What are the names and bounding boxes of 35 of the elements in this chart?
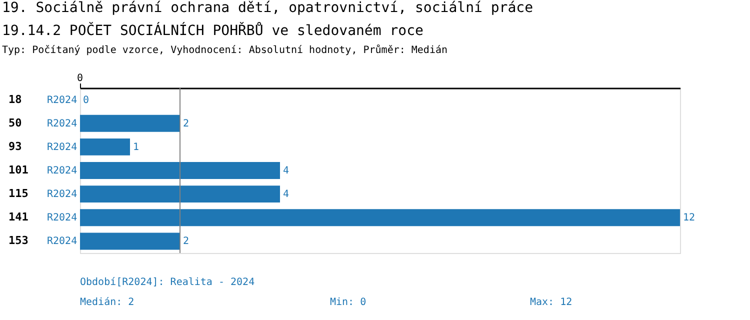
data-label: 2 <box>183 236 190 248</box>
chart-subtitle: 19.14.2 POČET SOCIÁLNÍCH POHŘBŮ ve sledovaném roce <box>2 22 424 39</box>
text: Medián: 2 <box>80 297 134 308</box>
text: Typ: Počítaný podle vzorce, Vyhodnocení: Absolutní hodnoty, Průměr: Medián <box>2 44 448 56</box>
bar <box>80 232 180 250</box>
y-tick-label: 101 <box>8 164 29 176</box>
text: R2024 <box>47 94 78 106</box>
text: R2024 <box>47 189 78 200</box>
bar <box>80 114 180 132</box>
text: Období[R2024]: Realita - 2024 <box>80 277 255 288</box>
bar <box>80 138 130 156</box>
bar <box>80 162 280 179</box>
y-tick-label: 141 <box>8 210 29 224</box>
data-label: 0 <box>83 94 90 106</box>
text: Min: 0 <box>330 297 366 308</box>
data-label: 4 <box>283 166 290 176</box>
y-tick-label: 18 <box>8 92 22 106</box>
text: 0 <box>77 73 84 84</box>
y-tick-label: 153 <box>8 234 28 248</box>
text: Max: 12 <box>530 297 572 308</box>
data-label: 1 <box>133 142 140 153</box>
text: R2024 <box>47 236 78 248</box>
y-tick-label: 50 <box>8 116 22 130</box>
chart-title: 19. Sociálně právní ochrana dětí, opatrovnictví, sociální práce <box>2 0 534 16</box>
series-label: R2024 <box>47 118 78 130</box>
data-label: 4 <box>283 189 290 200</box>
data-label: 12 <box>683 212 696 224</box>
y-tick-label: 93 <box>8 140 22 153</box>
text: R2024 <box>47 212 78 224</box>
data-label: 2 <box>183 118 190 130</box>
bar <box>80 186 280 203</box>
text: R2024 <box>47 142 78 153</box>
bar <box>80 209 680 226</box>
y-tick-label: 115 <box>8 187 28 200</box>
text: R2024 <box>47 166 78 176</box>
